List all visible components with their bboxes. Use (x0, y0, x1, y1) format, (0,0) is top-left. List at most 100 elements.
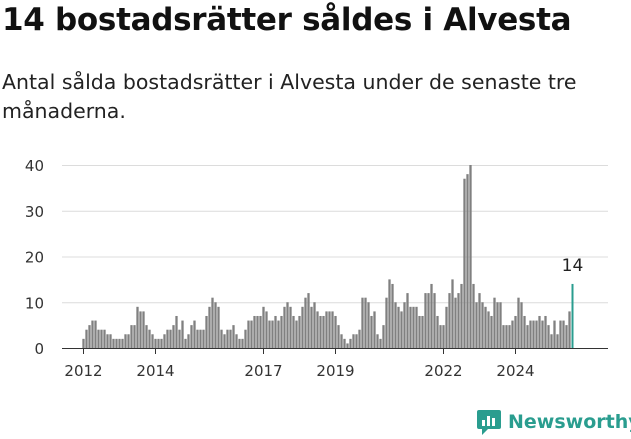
bar (385, 297, 388, 348)
bar (319, 315, 322, 348)
bar (262, 306, 265, 348)
x-tick-label: 2024 (496, 362, 534, 380)
bar (367, 302, 370, 348)
bar (511, 320, 514, 348)
bar (112, 338, 115, 348)
bar (562, 320, 565, 348)
bar (271, 320, 274, 348)
bar (196, 329, 199, 348)
bar (376, 334, 379, 348)
chart-title: 14 bostadsrätter såldes i Alvesta (2, 2, 572, 38)
bar (139, 311, 142, 348)
bar (439, 325, 442, 349)
bar (115, 338, 118, 348)
bar (481, 302, 484, 348)
bar (145, 325, 148, 349)
bar (352, 334, 355, 348)
bar (466, 174, 469, 348)
bar (565, 325, 568, 349)
bar (136, 306, 139, 348)
bar (178, 329, 181, 348)
bar (199, 329, 202, 348)
bar (223, 334, 226, 348)
bar (163, 334, 166, 348)
bar (448, 293, 451, 348)
bar (82, 338, 85, 348)
bar (127, 334, 130, 348)
bar (277, 320, 280, 348)
bar (535, 320, 538, 348)
bar (475, 302, 478, 348)
bar (100, 329, 103, 348)
bar (517, 297, 520, 348)
bar (241, 338, 244, 348)
bar (88, 325, 91, 349)
bar (418, 315, 421, 348)
bar (229, 329, 232, 348)
bar (337, 325, 340, 349)
bar (382, 325, 385, 349)
bar (202, 329, 205, 348)
bar (214, 302, 217, 348)
bar (496, 302, 499, 348)
bar (133, 325, 136, 349)
bar (502, 325, 505, 349)
bar (109, 334, 112, 348)
bar (559, 320, 562, 348)
bar (451, 279, 454, 349)
bar (172, 325, 175, 349)
bar (364, 297, 367, 348)
bar (274, 315, 277, 348)
newsworthy-logo-icon (477, 410, 501, 435)
bar (226, 329, 229, 348)
bar (454, 297, 457, 348)
bar (493, 297, 496, 348)
bar (409, 306, 412, 348)
bar (397, 306, 400, 348)
y-tick-label: 20 (25, 249, 44, 267)
bar (421, 315, 424, 348)
bar (424, 293, 427, 348)
bar (349, 338, 352, 348)
bar (190, 325, 193, 349)
bar (187, 334, 190, 348)
bar (208, 306, 211, 348)
bar (250, 320, 253, 348)
bar (130, 325, 133, 349)
bar (268, 320, 271, 348)
bar (403, 302, 406, 348)
bar (283, 306, 286, 348)
bar (370, 315, 373, 348)
bar (472, 283, 475, 348)
bar (265, 311, 268, 348)
bar-highlight (571, 283, 574, 348)
bar (412, 306, 415, 348)
bar (331, 311, 334, 348)
bar (106, 334, 109, 348)
bar (328, 311, 331, 348)
bar (457, 293, 460, 348)
bar (280, 315, 283, 348)
bar (430, 283, 433, 348)
bar (532, 320, 535, 348)
bar (553, 320, 556, 348)
bar (154, 338, 157, 348)
bar (460, 283, 463, 348)
bar (499, 302, 502, 348)
bar (166, 329, 169, 348)
bar (157, 338, 160, 348)
x-axis: 2012 2014 2017 2019 2022 2024 (64, 348, 535, 380)
bar (232, 325, 235, 349)
bar (148, 329, 151, 348)
bar (529, 320, 532, 348)
bar (325, 311, 328, 348)
newsworthy-logo: Newsworthy (476, 408, 631, 436)
bar (235, 334, 238, 348)
bar (184, 338, 187, 348)
bar (310, 306, 313, 348)
bar (142, 311, 145, 348)
bar (490, 315, 493, 348)
x-tick-label: 2017 (244, 362, 282, 380)
bar (313, 302, 316, 348)
bar (544, 315, 547, 348)
